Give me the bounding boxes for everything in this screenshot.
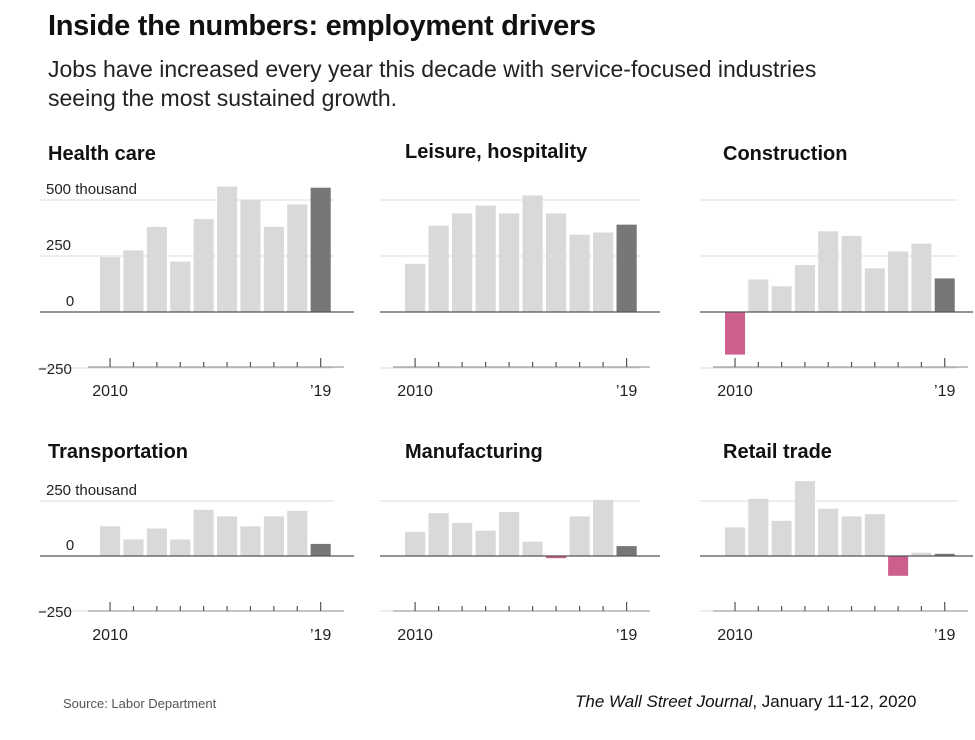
bar-2013	[475, 205, 496, 312]
x-tick-label: 2010	[717, 383, 753, 400]
chart-panel-4: Transportation −250 0 250 thousand 2010 ’19	[38, 441, 354, 644]
bar-2017	[263, 516, 284, 556]
bar-2016	[864, 268, 885, 312]
bar-2012	[771, 286, 792, 312]
bar-2012	[452, 213, 473, 312]
bar-2013	[170, 261, 191, 312]
chart-title: Manufacturing	[405, 441, 543, 463]
bar-2016	[546, 213, 567, 312]
chart-title: Retail trade	[723, 441, 832, 463]
bar-2017	[888, 251, 909, 312]
bar-2014	[193, 219, 214, 312]
x-tick-label: 2010	[397, 383, 433, 400]
chart-panel-2: Leisure, hospitality 2010 ’19	[380, 141, 660, 400]
bar-2019	[616, 546, 637, 556]
bar-2015	[522, 195, 543, 312]
bar-2011	[123, 539, 144, 556]
bar-2019	[934, 278, 955, 312]
bar-2011	[748, 279, 769, 312]
y-tick-label: 250 thousand	[46, 482, 137, 499]
bar-2017	[569, 234, 590, 312]
y-tick-label: −250	[38, 604, 72, 621]
y-tick-label: 500 thousand	[46, 181, 137, 198]
bar-2013	[794, 481, 815, 556]
chart-title: Health care	[48, 143, 156, 165]
bar-2013	[475, 530, 496, 556]
x-tick-label: 2010	[92, 627, 128, 644]
bar-2017	[569, 516, 590, 556]
bar-2015	[217, 516, 238, 556]
chart-panel-6: Retail trade 2010 ’19	[700, 441, 973, 644]
bar-2011	[123, 250, 144, 312]
bar-2018	[911, 243, 932, 312]
bar-2018	[287, 510, 308, 556]
bar-2017	[888, 556, 909, 576]
x-tick-label: 2010	[397, 627, 433, 644]
page-subtitle: Jobs have increased every year this deca…	[48, 56, 817, 111]
chart-panel-5: Manufacturing 2010 ’19	[380, 441, 660, 644]
bar-2010	[725, 527, 746, 556]
bar-2019	[310, 543, 331, 556]
x-tick-label: 2010	[92, 383, 128, 400]
bar-2012	[146, 528, 167, 556]
bar-2018	[287, 204, 308, 312]
chart-title: Leisure, hospitality	[405, 141, 588, 163]
x-tick-label: ’19	[310, 383, 331, 400]
x-tick-label: ’19	[934, 383, 955, 400]
bar-2014	[193, 509, 214, 556]
x-tick-label: ’19	[616, 627, 637, 644]
bar-2011	[428, 225, 449, 312]
bar-2013	[170, 539, 191, 556]
bar-2018	[911, 552, 932, 556]
y-tick-label: 0	[66, 537, 74, 554]
publication-date: , January 11-12, 2020	[752, 692, 917, 711]
chart-title: Transportation	[48, 441, 188, 463]
y-tick-label: 0	[66, 293, 74, 310]
page-title: Inside the numbers: employment drivers	[48, 10, 596, 42]
bar-2016	[864, 514, 885, 556]
bar-2016	[546, 556, 567, 559]
bar-2019	[310, 187, 331, 312]
bar-2018	[593, 232, 614, 312]
bar-2017	[263, 226, 284, 312]
x-tick-label: 2010	[717, 627, 753, 644]
bar-2014	[499, 213, 520, 312]
x-tick-label: ’19	[934, 627, 955, 644]
bar-2015	[841, 235, 862, 312]
bar-2015	[841, 516, 862, 556]
bar-2018	[593, 499, 614, 556]
publication-name: The Wall Street Journal	[575, 692, 753, 711]
bar-2019	[934, 553, 955, 556]
bar-2011	[428, 513, 449, 556]
y-tick-label: −250	[38, 361, 72, 378]
bar-2012	[771, 520, 792, 556]
bar-2014	[818, 231, 839, 312]
bar-2014	[818, 508, 839, 556]
bar-2010	[405, 531, 426, 556]
x-tick-label: ’19	[616, 383, 637, 400]
bar-2010	[725, 312, 746, 355]
source-note: Source: Labor Department	[63, 696, 217, 711]
chart-panel-3: Construction 2010 ’19	[700, 143, 973, 400]
bar-2019	[616, 224, 637, 312]
bar-2016	[240, 526, 261, 556]
bar-2010	[100, 257, 121, 312]
bar-2015	[522, 541, 543, 556]
bar-2011	[748, 498, 769, 556]
publication-credit: The Wall Street Journal, January 11-12, …	[575, 692, 916, 712]
x-tick-label: ’19	[310, 627, 331, 644]
bar-2016	[240, 200, 261, 312]
bar-2010	[405, 263, 426, 312]
chart-title: Construction	[723, 143, 847, 165]
chart-panel-1: Health care −250 0 250 500 thousand 2010 ’19	[38, 143, 354, 400]
bar-2014	[499, 512, 520, 556]
bar-2012	[452, 523, 473, 556]
bar-2010	[100, 526, 121, 556]
bar-2012	[146, 226, 167, 312]
bar-2015	[217, 186, 238, 312]
y-tick-label: 250	[46, 237, 71, 254]
bar-2013	[794, 264, 815, 312]
